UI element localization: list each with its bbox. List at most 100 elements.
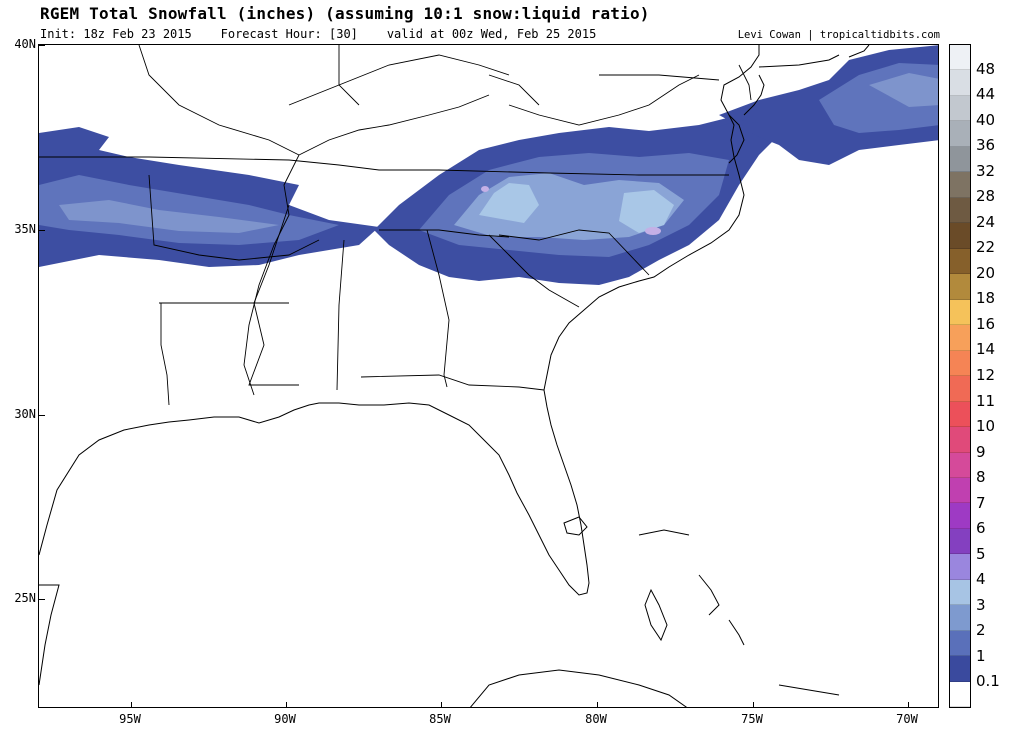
border-mo	[138, 45, 300, 156]
lon-label-70w: 70W	[896, 712, 918, 726]
cuba	[470, 669, 688, 707]
border-pa-md	[599, 74, 720, 81]
legend-label: 1	[976, 646, 986, 665]
legend-label: 36	[976, 136, 996, 155]
legend-label: 18	[976, 289, 996, 308]
tick-lat-40	[39, 45, 45, 46]
border-il-in	[338, 45, 360, 106]
lon-label-95w: 95W	[119, 712, 141, 726]
legend-label: 2	[976, 621, 986, 640]
legend-label: 40	[976, 110, 996, 129]
cape-cod	[848, 45, 870, 58]
legend-label: 44	[976, 85, 996, 104]
legend-label: 32	[976, 161, 996, 180]
eleuthera	[728, 619, 745, 646]
tick-lon-80	[597, 702, 598, 707]
border-ky-oh	[288, 54, 510, 106]
snow-area-northeast-high	[869, 73, 938, 107]
border-wv	[488, 74, 540, 106]
legend-label: 12	[976, 366, 996, 384]
border-ms-west	[248, 204, 299, 386]
legend-label: 16	[976, 314, 996, 333]
border-al-ga	[426, 229, 450, 388]
legend-swatch	[950, 528, 970, 555]
legend-swatch	[950, 401, 970, 428]
border-ok-tx	[148, 174, 320, 261]
legend-label: 6	[976, 519, 986, 538]
legend-label: 4	[976, 570, 986, 589]
legend-swatch	[950, 477, 970, 504]
legend-swatch	[950, 172, 970, 198]
border-ga-fl	[360, 374, 545, 391]
legend-label: 22	[976, 238, 996, 257]
legend-swatch	[950, 274, 970, 300]
grand-bahama	[638, 529, 690, 536]
legend-swatch	[950, 681, 970, 708]
hispaniola	[778, 684, 840, 696]
tick-lat-35	[39, 230, 45, 231]
tick-lon-90	[286, 702, 287, 707]
legend-swatch	[950, 45, 970, 71]
border-nj	[738, 64, 752, 101]
legend-label: 8	[976, 468, 986, 487]
forecast-hour: Forecast Hour: [30]	[220, 27, 358, 41]
legend-swatch	[950, 121, 970, 147]
lake-okeechobee	[563, 516, 588, 536]
legend-swatch	[950, 248, 970, 275]
snowfall-shading	[39, 45, 938, 285]
tick-lon-85	[441, 702, 442, 707]
legend-swatch	[950, 223, 970, 249]
delmarva	[743, 74, 765, 116]
lon-label-80w: 80W	[585, 712, 607, 726]
credit: Levi Cowan | tropicaltidbits.com	[737, 29, 940, 41]
border-la-tx	[160, 303, 170, 406]
legend-label: 20	[976, 263, 996, 282]
lon-label-75w: 75W	[741, 712, 763, 726]
chesapeake-bay	[728, 114, 745, 164]
valid-time: valid at 00z Wed, Feb 25 2015	[386, 27, 597, 41]
long-island	[758, 54, 840, 68]
legend-swatch	[950, 427, 970, 453]
run-info: Init: 18z Feb 23 2015 Forecast Hour: [30…	[40, 27, 596, 41]
lat-label-35n: 35N	[14, 222, 36, 236]
tick-lat-25	[39, 599, 45, 600]
legend-swatch	[950, 146, 970, 173]
atlantic-coast	[543, 45, 760, 391]
lon-label-90w: 90W	[274, 712, 296, 726]
legend-label: 0.1	[976, 672, 1000, 691]
border-mississippi-river	[243, 154, 300, 396]
legend-label: 10	[976, 417, 996, 436]
legend-swatch	[950, 656, 970, 682]
legend-label: 3	[976, 595, 986, 614]
tick-lon-75	[753, 702, 754, 707]
snow-area-east-peak	[479, 183, 539, 223]
border-ms-al	[336, 239, 345, 391]
legend-swatch	[950, 579, 970, 606]
border-36-30	[39, 156, 729, 176]
legend-label: 11	[976, 391, 996, 410]
legend-swatch	[950, 376, 970, 402]
legend-swatch	[950, 503, 970, 529]
snow-area-east-peak2	[619, 190, 674, 233]
legend-label: 14	[976, 340, 996, 359]
legend-swatch	[950, 605, 970, 631]
legend-label: 9	[976, 442, 986, 461]
lon-label-85w: 85W	[429, 712, 451, 726]
legend-label: 24	[976, 212, 996, 231]
tick-lon-95	[131, 702, 132, 707]
border-tn-south	[379, 229, 510, 238]
legend-swatch	[950, 554, 970, 580]
mexico-coast	[39, 584, 60, 686]
border-va-north	[508, 74, 700, 126]
legend-swatch	[950, 197, 970, 224]
snow-area-virginia-coast	[709, 120, 759, 155]
legend-swatch	[950, 70, 970, 96]
islands	[470, 516, 840, 707]
border-ohio-river	[298, 94, 490, 156]
gulf-coast	[39, 389, 590, 596]
legend-swatch	[950, 95, 970, 122]
legend-label: 48	[976, 59, 996, 78]
legend-swatch	[950, 452, 970, 478]
tick-lat-30	[39, 415, 45, 416]
snow-area-max-1	[481, 186, 489, 192]
